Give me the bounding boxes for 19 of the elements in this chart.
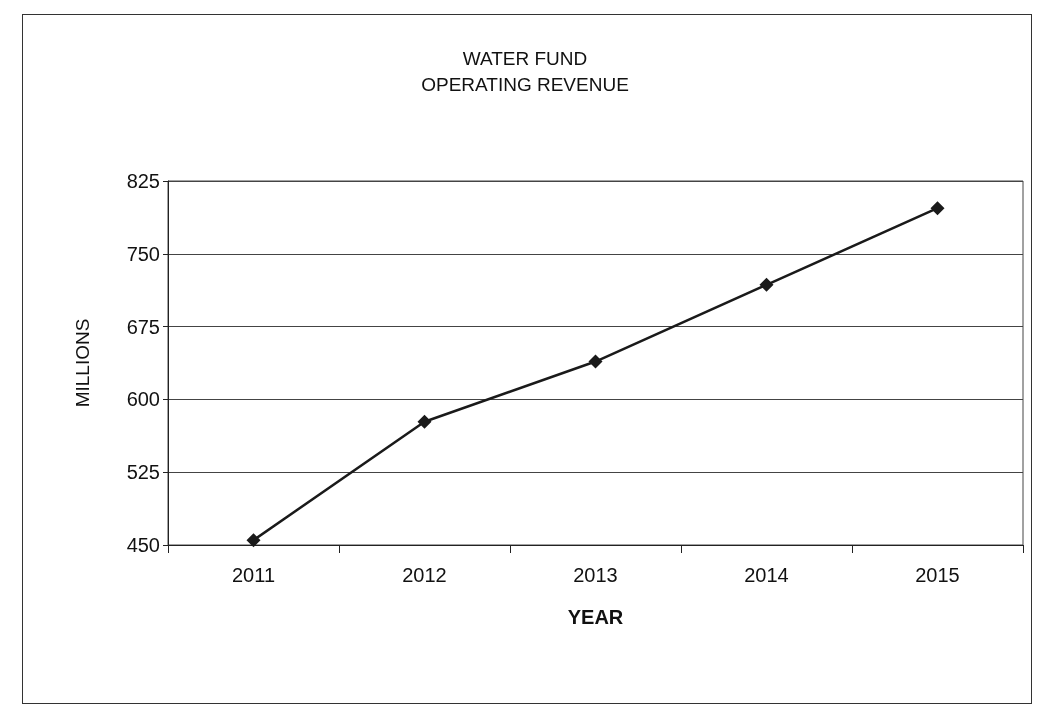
point [759, 277, 774, 292]
y-axis-title: MILLIONS [72, 318, 93, 408]
x-tick-label: 2013 [573, 564, 618, 586]
y-tick-label: 450 [126, 534, 160, 556]
point [588, 354, 603, 369]
y-tick-label: 675 [126, 315, 160, 338]
x-tick-label: 2015 [915, 564, 960, 586]
chart-title: WATER FUND OPERATING REVENUE [421, 47, 629, 95]
point [246, 533, 261, 548]
point [930, 201, 945, 216]
x-axis-title: YEAR [567, 606, 624, 628]
y-tick-label: 525 [126, 461, 160, 484]
x-tick-label: 2014 [744, 564, 789, 586]
x-tick-label: 2012 [402, 564, 447, 586]
point [417, 414, 432, 429]
y-tick-label: 750 [126, 242, 160, 265]
y-tick-label: 825 [126, 170, 160, 192]
y-tick-label: 600 [126, 388, 160, 411]
x-tick-label: 2011 [231, 564, 276, 586]
